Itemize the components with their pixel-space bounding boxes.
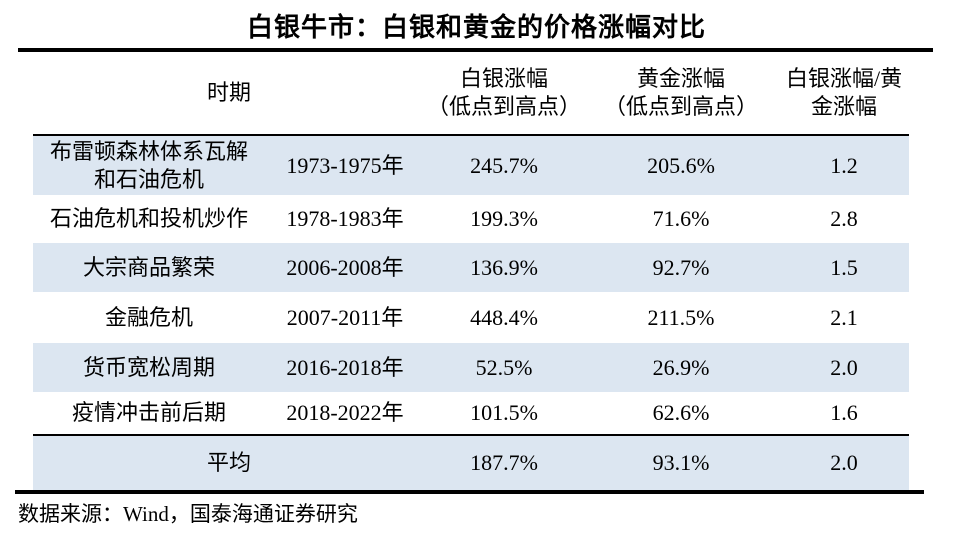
ratio-cell: 1.5 [830, 254, 858, 280]
ratio-cell: 2.8 [830, 206, 858, 231]
header-period: 时期 [33, 52, 426, 136]
gold-change-cell: 71.6% [652, 206, 710, 231]
header-gold-change: 黄金涨幅 （低点到高点） [583, 52, 780, 136]
silver-change-cell: 136.9% [470, 254, 538, 280]
silver-change-cell: 52.5% [475, 354, 533, 380]
table-row-commodity-boom: 大宗商品繁荣 2006-2008年 136.9% 92.7% 1.5 [33, 243, 910, 292]
period-cell: 大宗商品繁荣 [82, 254, 215, 280]
silver-change-cell: 448.4% [470, 304, 538, 330]
ratio-cell: 2.1 [830, 304, 858, 330]
price-comparison-table: 时期 白银涨幅 （低点到高点） 黄金涨幅 （低点到高点） 白银涨幅/黄金涨幅 布… [33, 52, 910, 490]
period-cell: 石油危机和投机炒作 [49, 206, 248, 231]
silver-change-cell: 187.7% [425, 434, 584, 490]
years-cell: 2007-2011年 [286, 304, 404, 330]
table-row-oil-crisis: 石油危机和投机炒作 1978-1983年 199.3% 71.6% 2.8 [33, 195, 909, 243]
header-silver-change: 白银涨幅 （低点到高点） [425, 52, 584, 136]
table-row-bretton-woods: 布雷顿森林体系瓦解和石油危机 1973-1975年 245.7% 205.6% … [33, 135, 910, 195]
years-cell: 1978-1983年 [286, 206, 404, 231]
gold-change-cell: 205.6% [647, 152, 715, 178]
table-header-row: 时期 白银涨幅 （低点到高点） 黄金涨幅 （低点到高点） 白银涨幅/黄金涨幅 [33, 52, 910, 136]
silver-change-cell: 245.7% [470, 152, 538, 178]
silver-change-cell: 199.3% [470, 206, 538, 231]
ratio-cell: 2.0 [830, 354, 858, 380]
table-row-pandemic: 疫情冲击前后期 2018-2022年 101.5% 62.6% 1.6 [33, 392, 909, 435]
table-row-financial-crisis: 金融危机 2007-2011年 448.4% 211.5% 2.1 [33, 292, 909, 343]
ratio-cell: 2.0 [779, 434, 910, 490]
ratio-cell: 1.6 [830, 400, 858, 425]
header-gold-change-main: 黄金涨幅 [637, 66, 726, 91]
header-silver-change-sub: （低点到高点） [427, 94, 582, 119]
gold-change-cell: 93.1% [583, 434, 780, 490]
table-title: 白银牛市：白银和黄金的价格涨幅对比 [246, 13, 706, 42]
header-silver-gold-ratio: 白银涨幅/黄金涨幅 [779, 52, 910, 136]
gold-change-cell: 92.7% [652, 254, 710, 280]
silver-change-cell: 101.5% [470, 400, 538, 425]
gold-change-cell: 62.6% [652, 400, 710, 425]
gold-change-cell: 26.9% [652, 354, 710, 380]
header-silver-change-main: 白银涨幅 [460, 66, 549, 91]
table-row-easing-cycle: 货币宽松周期 2016-2018年 52.5% 26.9% 2.0 [33, 343, 910, 392]
gold-change-cell: 211.5% [647, 304, 715, 330]
ratio-cell: 1.2 [830, 152, 858, 178]
data-source-note: 数据来源：Wind，国泰海通证券研究 [18, 502, 358, 526]
table-row-average: 平均 187.7% 93.1% 2.0 [33, 434, 910, 490]
header-gold-change-sub: （低点到高点） [604, 94, 759, 119]
period-cell: 货币宽松周期 [82, 354, 215, 380]
period-cell: 布雷顿森林体系瓦解和石油危机 [49, 138, 248, 192]
years-cell: 2018-2022年 [286, 400, 404, 425]
average-label-cell: 平均 [33, 434, 426, 490]
period-cell: 疫情冲击前后期 [71, 400, 226, 425]
bottom-rule-divider [15, 490, 924, 494]
period-cell: 金融危机 [104, 304, 193, 330]
years-cell: 1973-1975年 [286, 152, 404, 178]
top-rule-divider [18, 48, 933, 52]
years-cell: 2006-2008年 [286, 254, 404, 280]
years-cell: 2016-2018年 [286, 354, 404, 380]
